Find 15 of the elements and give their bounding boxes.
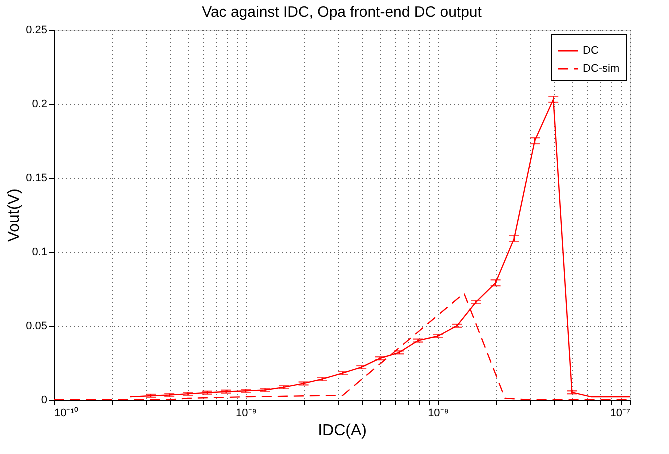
legend-label: DC-sim <box>583 63 620 75</box>
y-axis-title: Vout(V) <box>6 188 24 242</box>
chart-title: Vac against IDC, Opa front-end DC output <box>202 4 483 21</box>
y-tick-label: 0.2 <box>32 98 48 110</box>
x-tick-label: 10⁻⁹ <box>236 408 257 420</box>
y-tick-label: 0 <box>41 394 48 406</box>
y-tick-label: 0.1 <box>32 246 48 258</box>
x-tick-label: 10⁻⁸ <box>428 408 449 420</box>
y-tick-label: 0.15 <box>26 172 48 184</box>
y-tick-label: 0.25 <box>26 24 48 36</box>
x-axis-title: IDC(A) <box>318 422 367 440</box>
x-tick-label: 10⁻¹⁰ <box>54 406 78 420</box>
x-tick-label: 10⁻⁷ <box>610 408 631 420</box>
legend-label: DC <box>583 45 599 57</box>
y-tick-label: 0.05 <box>26 320 48 332</box>
